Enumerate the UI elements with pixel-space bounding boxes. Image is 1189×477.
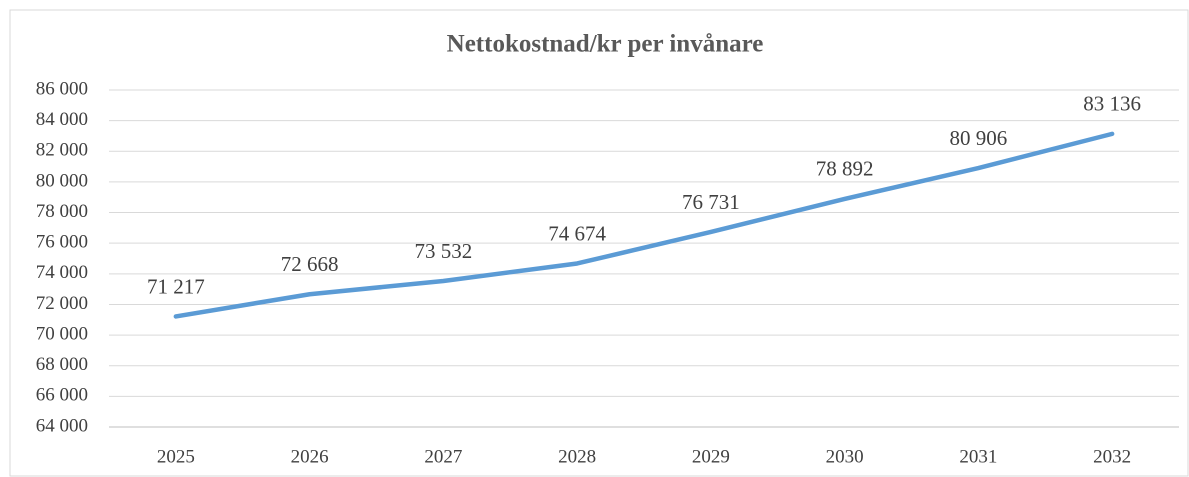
x-tick-label: 2028 xyxy=(558,446,596,467)
x-tick-label: 2029 xyxy=(692,446,730,467)
y-tick-label: 66 000 xyxy=(36,385,88,406)
y-tick-label: 68 000 xyxy=(36,354,88,375)
y-tick-label: 76 000 xyxy=(36,232,88,253)
x-tick-label: 2030 xyxy=(826,446,864,467)
x-tick-label: 2026 xyxy=(291,446,329,467)
y-tick-label: 86 000 xyxy=(36,78,88,99)
y-tick-label: 64 000 xyxy=(36,415,88,436)
data-label: 78 892 xyxy=(816,157,874,181)
y-tick-label: 72 000 xyxy=(36,293,88,314)
y-tick-label: 74 000 xyxy=(36,262,88,283)
data-label: 72 668 xyxy=(281,252,339,276)
chart-title: Nettokostnad/kr per invånare xyxy=(447,31,764,58)
x-tick-label: 2032 xyxy=(1093,446,1131,467)
data-label: 73 532 xyxy=(415,239,473,263)
x-tick-label: 2025 xyxy=(157,446,195,467)
x-tick-label: 2027 xyxy=(424,446,462,467)
data-label: 76 731 xyxy=(682,190,740,214)
y-tick-label: 82 000 xyxy=(36,140,88,161)
y-tick-label: 84 000 xyxy=(36,109,88,130)
data-label: 83 136 xyxy=(1083,92,1141,116)
data-label: 71 217 xyxy=(147,274,205,298)
x-tick-label: 2031 xyxy=(959,446,997,467)
y-tick-label: 78 000 xyxy=(36,201,88,222)
data-label: 80 906 xyxy=(950,126,1008,150)
y-tick-label: 80 000 xyxy=(36,170,88,191)
data-line xyxy=(173,131,1115,319)
data-label: 74 674 xyxy=(548,221,606,245)
y-tick-label: 70 000 xyxy=(36,323,88,344)
